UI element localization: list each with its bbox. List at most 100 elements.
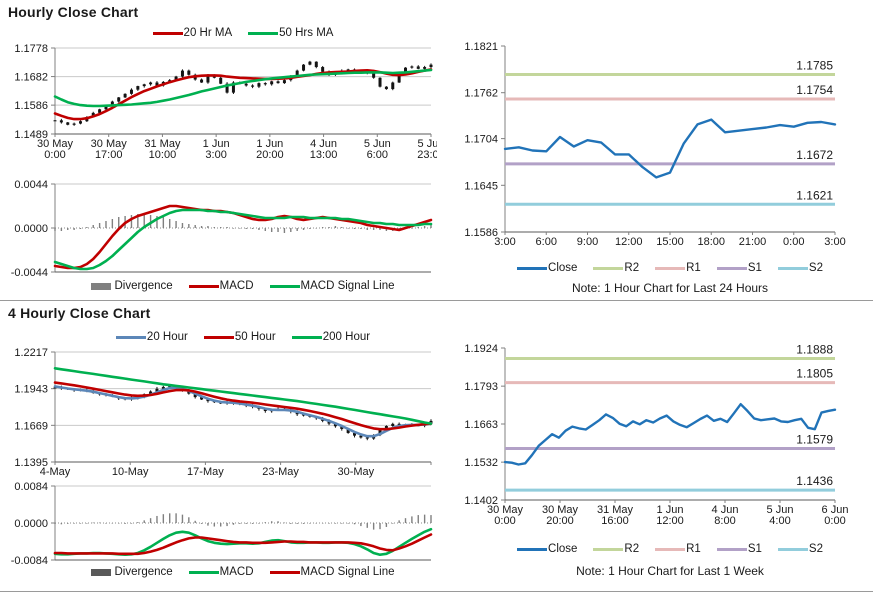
- svg-text:30 May: 30 May: [91, 138, 128, 150]
- legend-item-divergence: Divergence: [91, 280, 173, 292]
- svg-text:17-May: 17-May: [187, 466, 224, 478]
- legend-line-swatch: [517, 266, 548, 270]
- svg-text:1.1669: 1.1669: [14, 420, 48, 432]
- svg-text:1.1645: 1.1645: [464, 180, 498, 192]
- chart-note-week: Note: 1 Hour Chart for Last 1 Week: [576, 564, 764, 578]
- legend-line-swatch: [291, 335, 322, 339]
- svg-text:1.2217: 1.2217: [14, 347, 48, 359]
- legend-item-s2: S2: [777, 543, 823, 555]
- svg-text:5 Jun: 5 Jun: [767, 504, 794, 516]
- four-hourly-price-legend: 20 Hour 50 Hour 200 Hour: [55, 331, 431, 343]
- svg-text:12:00: 12:00: [615, 236, 643, 248]
- svg-text:0.0000: 0.0000: [14, 518, 48, 530]
- legend-line-swatch: [152, 31, 183, 35]
- svg-text:1.1754: 1.1754: [796, 83, 833, 97]
- svg-text:1.1579: 1.1579: [796, 432, 833, 446]
- legend-item-20-hr-ma: 20 Hr MA: [152, 27, 232, 39]
- svg-text:1.1682: 1.1682: [14, 72, 48, 84]
- svg-text:9:00: 9:00: [577, 236, 598, 248]
- svg-text:6:00: 6:00: [367, 149, 388, 161]
- legend-label: R1: [686, 543, 701, 555]
- pivot-week-line-chart: 1.1924 1.1793 1.1663 1.1532 1.1402 30 May 0:00…: [437, 338, 873, 536]
- svg-text:1.1805: 1.1805: [796, 367, 833, 381]
- svg-text:4-May: 4-May: [40, 466, 71, 478]
- legend-item-macd: MACD: [188, 566, 254, 578]
- svg-text:3:00: 3:00: [824, 236, 845, 248]
- svg-text:-0.0084: -0.0084: [11, 555, 48, 564]
- legend-line-swatch: [777, 547, 808, 551]
- legend-line-swatch: [188, 570, 219, 574]
- svg-text:0.0084: 0.0084: [14, 481, 48, 493]
- legend-label: Close: [548, 543, 578, 555]
- svg-text:-0.0044: -0.0044: [11, 267, 48, 278]
- svg-text:0.0000: 0.0000: [14, 223, 48, 235]
- svg-text:30 May: 30 May: [37, 138, 74, 150]
- legend-label: Close: [548, 262, 578, 274]
- legend-item-macd-signal-line: MACD Signal Line: [269, 280, 395, 292]
- legend-line-swatch: [593, 266, 624, 270]
- svg-text:31 May: 31 May: [597, 504, 634, 516]
- svg-text:1 Jun: 1 Jun: [256, 138, 283, 150]
- chart-note-24h: Note: 1 Hour Chart for Last 24 Hours: [571, 281, 769, 295]
- bottom-divider: [0, 591, 873, 592]
- legend-label: S2: [808, 262, 823, 274]
- legend-line-swatch: [269, 284, 300, 288]
- svg-text:1 Jun: 1 Jun: [203, 138, 230, 150]
- svg-text:10:00: 10:00: [149, 149, 177, 161]
- legend-item-50-hour: 50 Hour: [203, 331, 276, 343]
- legend-label: R1: [686, 262, 701, 274]
- svg-text:1.1924: 1.1924: [464, 343, 498, 355]
- svg-text:1.1663: 1.1663: [464, 419, 498, 431]
- hourly-macd-legend: Divergence MACD MACD Signal Line: [55, 280, 431, 292]
- legend-item-s1: S1: [716, 262, 762, 274]
- four-hourly-macd-legend: Divergence MACD MACD Signal Line: [55, 566, 431, 578]
- svg-text:1.1821: 1.1821: [464, 41, 498, 53]
- svg-text:3:00: 3:00: [494, 236, 515, 248]
- svg-text:1.1793: 1.1793: [464, 381, 498, 393]
- svg-text:1.1532: 1.1532: [464, 457, 498, 469]
- svg-text:4 Jun: 4 Jun: [712, 504, 739, 516]
- svg-text:6:00: 6:00: [536, 236, 557, 248]
- legend-item-r2: R2: [593, 262, 639, 274]
- hourly_macd-svg: 0.0044 0.0000 -0.0044: [11, 179, 433, 279]
- legend-line-swatch: [716, 547, 747, 551]
- svg-text:1.1672: 1.1672: [796, 148, 833, 162]
- legend-line-swatch: [517, 547, 548, 551]
- legend-line-swatch: [655, 547, 686, 551]
- svg-text:18:00: 18:00: [697, 236, 725, 248]
- pivot-24h-legend: Close R2 R1 S1 S2: [505, 262, 835, 274]
- svg-text:1 Jun: 1 Jun: [657, 504, 684, 516]
- svg-text:30 May: 30 May: [487, 504, 524, 516]
- legend-item-r2: R2: [593, 543, 639, 555]
- svg-text:1.1395: 1.1395: [14, 457, 48, 469]
- legend-label: R2: [624, 262, 640, 274]
- legend-item-divergence: Divergence: [91, 566, 173, 578]
- legend-item-r1: R1: [655, 262, 701, 274]
- svg-text:16:00: 16:00: [601, 515, 629, 527]
- svg-text:23-May: 23-May: [262, 466, 299, 478]
- legend-bar-swatch: [91, 568, 112, 576]
- section-divider: [0, 300, 873, 301]
- svg-text:15:00: 15:00: [656, 236, 684, 248]
- pivot-week-legend: Close R2 R1 S1 S2: [505, 543, 835, 555]
- svg-text:23:00: 23:00: [417, 149, 437, 161]
- svg-text:1.1888: 1.1888: [796, 342, 833, 356]
- legend-label: Divergence: [114, 280, 173, 292]
- legend-label: S1: [747, 262, 762, 274]
- svg-text:0:00: 0:00: [44, 149, 65, 161]
- legend-label: R2: [624, 543, 640, 555]
- legend-item-close: Close: [517, 262, 577, 274]
- svg-text:0.0044: 0.0044: [14, 179, 48, 191]
- svg-text:1.1436: 1.1436: [796, 474, 833, 488]
- legend-label: 200 Hour: [322, 331, 371, 343]
- legend-label: 50 Hour: [234, 331, 276, 343]
- legend-line-swatch: [777, 266, 808, 270]
- svg-text:0:00: 0:00: [783, 236, 804, 248]
- legend-bar-swatch: [91, 282, 112, 290]
- svg-text:20:00: 20:00: [256, 149, 284, 161]
- legend-line-swatch: [593, 547, 624, 551]
- svg-text:13:00: 13:00: [310, 149, 338, 161]
- svg-text:1.1489: 1.1489: [14, 129, 48, 141]
